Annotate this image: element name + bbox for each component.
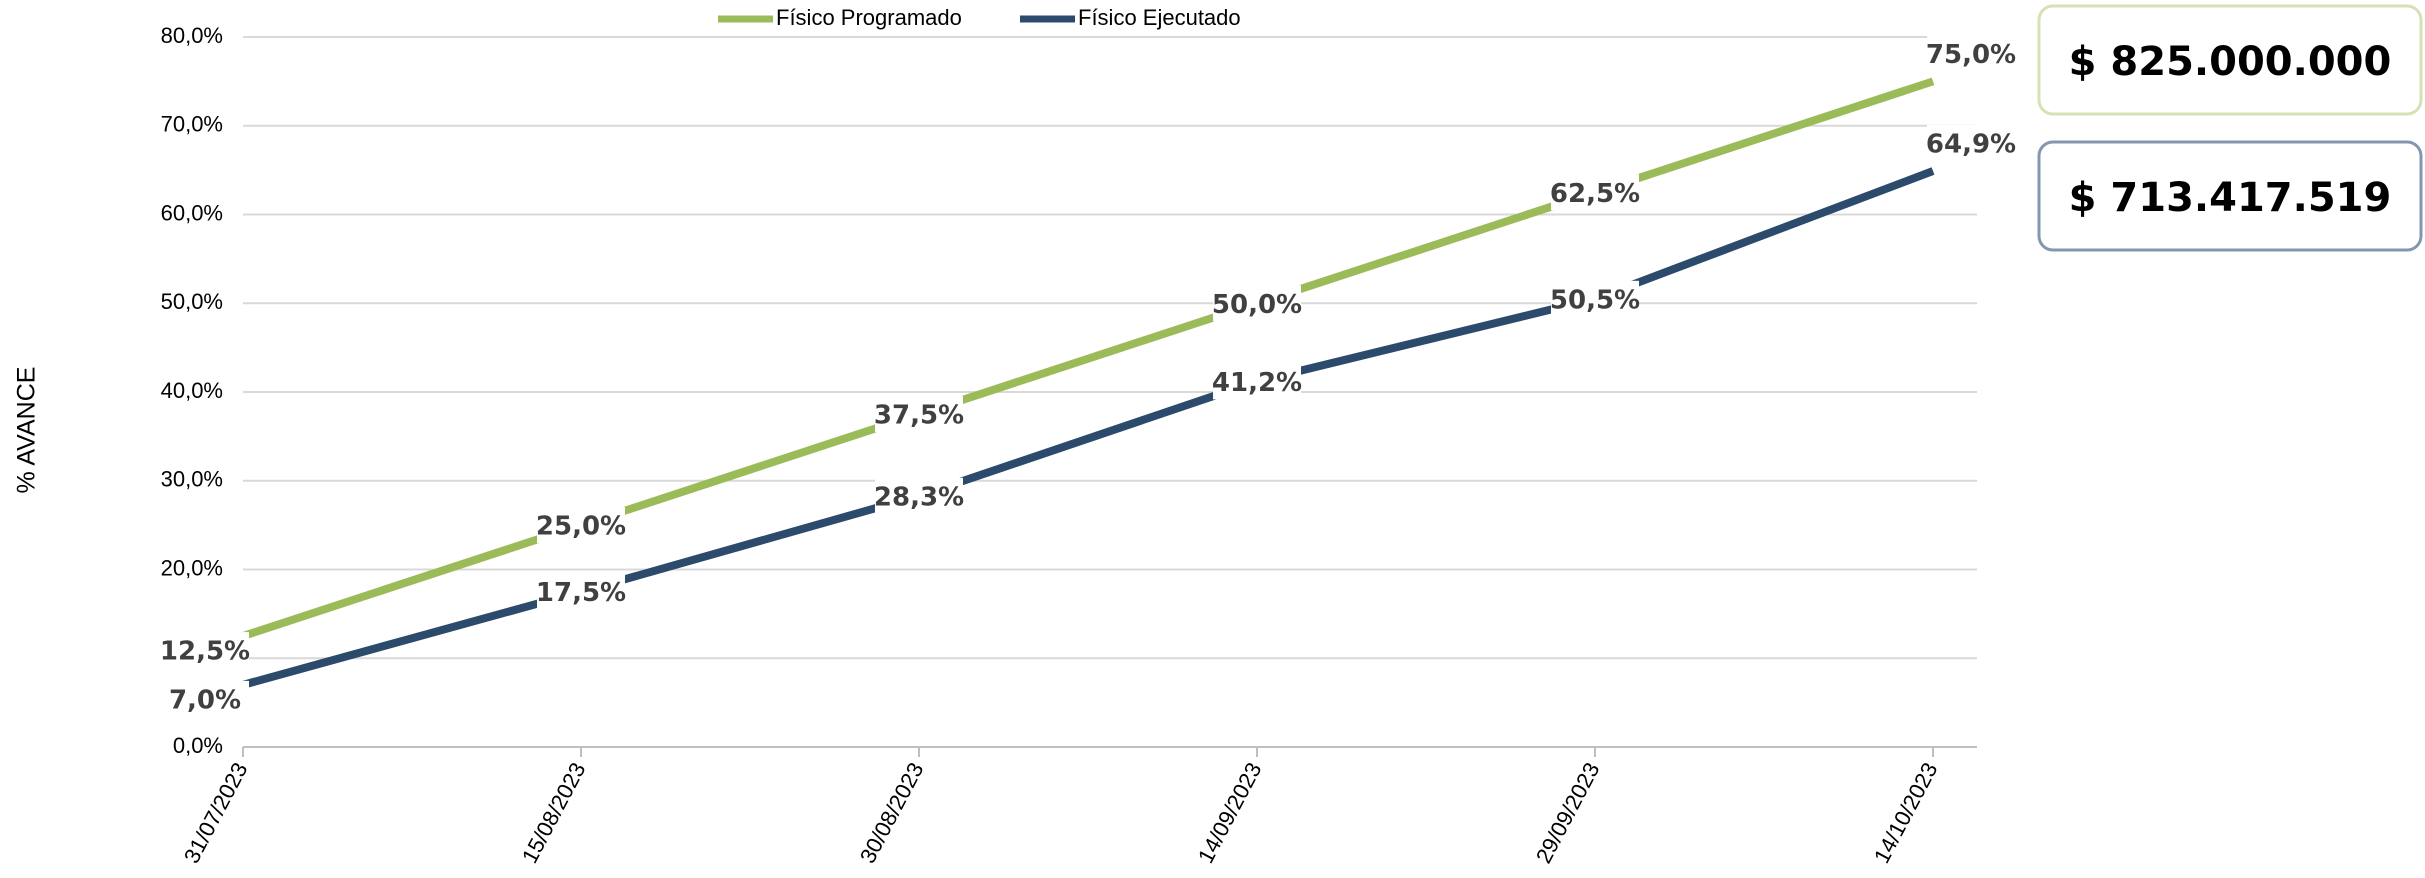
data-label-bg xyxy=(1927,35,2015,72)
data-label: 75,0% xyxy=(1926,40,2016,70)
data-label: 50,0% xyxy=(1212,290,1302,320)
data-label-bg xyxy=(161,632,249,669)
data-label-bg xyxy=(875,396,963,433)
x-tick-label: 30/08/2023 xyxy=(855,758,929,867)
data-label-bg xyxy=(875,477,963,514)
data-label: 25,0% xyxy=(536,512,626,542)
x-tick-label: 29/09/2023 xyxy=(1531,758,1605,867)
data-label: 17,5% xyxy=(536,578,626,608)
y-axis-label: % AVANCE xyxy=(13,367,41,494)
x-tick-label: 15/08/2023 xyxy=(517,758,591,867)
value-box-text: $ 825.000.000 xyxy=(2069,39,2392,85)
y-tick-label: 0,0% xyxy=(173,733,223,758)
x-tick-label: 14/09/2023 xyxy=(1193,758,1267,867)
data-label-bg xyxy=(161,680,249,717)
y-tick-label: 60,0% xyxy=(161,200,223,225)
data-label: 37,5% xyxy=(874,401,964,431)
data-label-bg xyxy=(1213,363,1301,400)
series-line xyxy=(241,167,1935,689)
data-label-bg xyxy=(1927,125,2015,162)
y-tick-label: 20,0% xyxy=(161,555,223,580)
y-tick-label: 40,0% xyxy=(161,378,223,403)
value-box xyxy=(2037,140,2423,252)
data-label: 41,2% xyxy=(1212,368,1302,398)
data-label: 28,3% xyxy=(874,482,964,512)
data-label: 62,5% xyxy=(1550,179,1640,209)
data-label-bg xyxy=(537,507,625,544)
data-label: 64,9% xyxy=(1926,130,2016,160)
x-tick-label: 14/10/2023 xyxy=(1869,758,1943,867)
data-label: 7,0% xyxy=(169,685,241,715)
data-label: 50,5% xyxy=(1550,285,1640,315)
legend-label: Físico Ejecutado xyxy=(1078,5,1241,30)
y-tick-label: 30,0% xyxy=(161,467,223,492)
data-label-bg xyxy=(537,573,625,610)
value-box xyxy=(2037,4,2423,116)
data-label-bg xyxy=(1551,174,1639,211)
x-tick-label: 31/07/2023 xyxy=(179,758,253,867)
data-label: 12,5% xyxy=(160,637,250,667)
y-tick-label: 70,0% xyxy=(161,112,223,137)
data-label-bg xyxy=(1551,280,1639,317)
y-tick-label: 80,0% xyxy=(161,23,223,48)
legend-label: Físico Programado xyxy=(776,5,962,30)
y-tick-label: 50,0% xyxy=(161,289,223,314)
data-label-bg xyxy=(1213,285,1301,322)
value-box-text: $ 713.417.519 xyxy=(2069,175,2392,221)
series-line xyxy=(241,77,1935,640)
